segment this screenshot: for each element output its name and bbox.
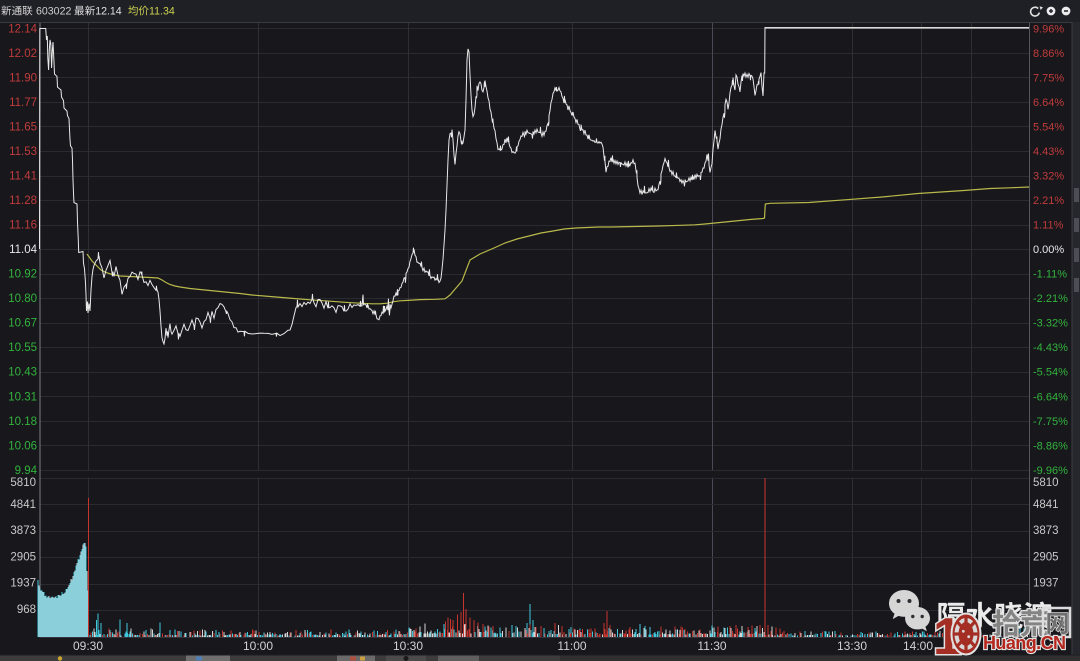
svg-text:-4.43%: -4.43%: [1033, 342, 1068, 354]
svg-text:11:00: 11:00: [557, 639, 586, 653]
svg-text:10.92: 10.92: [8, 269, 37, 281]
svg-text:11.41: 11.41: [9, 171, 37, 183]
svg-text:3.32%: 3.32%: [1033, 171, 1064, 183]
svg-text:12.14: 12.14: [95, 6, 122, 18]
svg-text:4841: 4841: [1033, 499, 1059, 511]
svg-text:5810: 5810: [1033, 477, 1059, 489]
svg-text:1937: 1937: [1033, 578, 1059, 590]
svg-text:14:00: 14:00: [903, 639, 933, 653]
svg-text:10.80: 10.80: [8, 293, 37, 305]
svg-text:10.67: 10.67: [8, 318, 37, 330]
svg-text:10.43: 10.43: [8, 367, 37, 379]
svg-text:12.02: 12.02: [8, 48, 37, 60]
svg-text:10:00: 10:00: [243, 639, 273, 653]
svg-text:-3.32%: -3.32%: [1033, 318, 1068, 330]
svg-text:11.53: 11.53: [9, 146, 37, 158]
svg-text:8.86%: 8.86%: [1033, 48, 1064, 60]
svg-text:11.04: 11.04: [9, 244, 38, 256]
svg-text:1937: 1937: [10, 578, 36, 590]
svg-text:13:30: 13:30: [837, 639, 867, 653]
svg-text:3873: 3873: [1033, 525, 1059, 537]
svg-text:11.34: 11.34: [149, 6, 175, 18]
svg-text:4841: 4841: [10, 499, 36, 511]
svg-text:10:30: 10:30: [393, 639, 423, 653]
svg-text:-5.54%: -5.54%: [1033, 367, 1068, 379]
svg-text:1.11%: 1.11%: [1033, 220, 1064, 232]
svg-text:3873: 3873: [10, 525, 36, 537]
svg-text:603022: 603022: [36, 6, 71, 18]
svg-text:9.94: 9.94: [15, 465, 38, 477]
svg-text:11.90: 11.90: [9, 72, 37, 84]
svg-text:6.64%: 6.64%: [1033, 97, 1064, 109]
svg-text:Huang.CN: Huang.CN: [983, 633, 1066, 653]
svg-text:4.43%: 4.43%: [1033, 146, 1064, 158]
svg-text:-7.75%: -7.75%: [1033, 416, 1068, 428]
svg-text:11:30: 11:30: [697, 639, 726, 653]
svg-text:2905: 2905: [10, 551, 36, 563]
svg-text:2.21%: 2.21%: [1033, 195, 1064, 207]
svg-text:10.31: 10.31: [8, 391, 37, 403]
svg-text:11.16: 11.16: [9, 220, 37, 232]
svg-text:11.65: 11.65: [9, 122, 37, 134]
svg-text:-1.11%: -1.11%: [1033, 269, 1067, 281]
svg-text:0.00%: 0.00%: [1033, 244, 1064, 256]
svg-text:968: 968: [17, 604, 36, 616]
svg-text:9.96%: 9.96%: [1033, 23, 1064, 35]
svg-text:2905: 2905: [1033, 551, 1059, 563]
svg-text:-2.21%: -2.21%: [1033, 293, 1068, 305]
svg-text:11.77: 11.77: [9, 97, 37, 109]
svg-text:7.75%: 7.75%: [1033, 72, 1064, 84]
svg-text:5.54%: 5.54%: [1033, 122, 1064, 134]
svg-text:09:30: 09:30: [73, 639, 103, 653]
svg-text:-8.86%: -8.86%: [1033, 440, 1068, 452]
svg-text:10.18: 10.18: [8, 416, 37, 428]
svg-text:12.14: 12.14: [8, 23, 37, 35]
svg-text:10.55: 10.55: [8, 342, 37, 354]
svg-text:-6.64%: -6.64%: [1033, 391, 1068, 403]
svg-text:10.06: 10.06: [8, 440, 37, 452]
svg-text:5810: 5810: [10, 477, 36, 489]
svg-text:-9.96%: -9.96%: [1033, 465, 1068, 477]
svg-text:11.28: 11.28: [9, 195, 37, 207]
